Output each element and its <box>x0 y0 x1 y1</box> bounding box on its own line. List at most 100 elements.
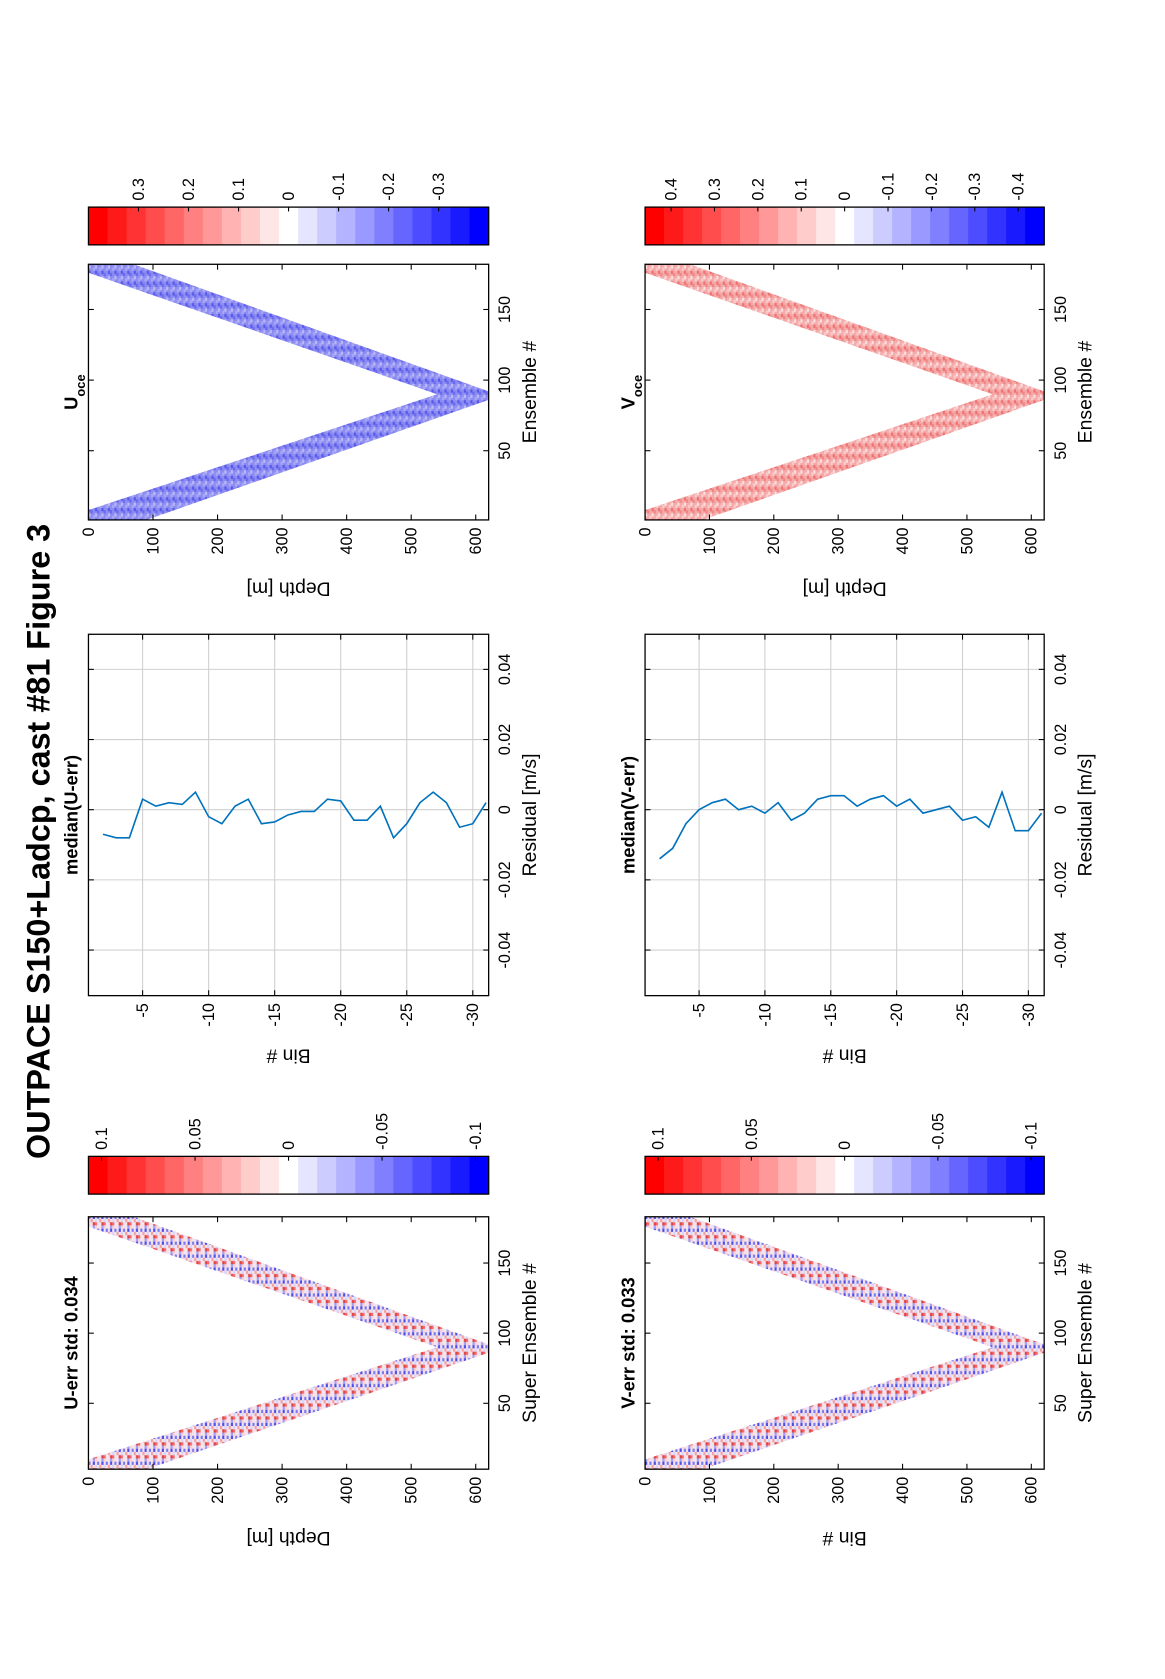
y-tick-label: 600 <box>1023 1477 1041 1504</box>
y-tick-label: 300 <box>830 1477 848 1504</box>
x-tick-label: -0.02 <box>496 861 514 898</box>
y-axis-label: Bin # <box>822 1045 866 1067</box>
velocity-band <box>645 1216 1045 1470</box>
x-tick-label: 0.04 <box>496 654 514 685</box>
colorbar-step <box>317 1156 337 1195</box>
colorbar-tick-label: 0 <box>836 1141 854 1150</box>
colorbar-step <box>683 1156 703 1195</box>
colorbar-step <box>683 207 703 245</box>
y-tick-label: 100 <box>144 1477 162 1504</box>
colorbar-tick-label: -0.1 <box>879 173 897 201</box>
colorbar-tick-label: 0.3 <box>130 178 148 200</box>
y-tick-label: 300 <box>273 1477 291 1504</box>
y-tick-label: 100 <box>701 1477 719 1504</box>
x-tick-label: 150 <box>496 296 514 323</box>
colorbar-step <box>759 1156 779 1195</box>
x-tick-label: 50 <box>1052 442 1070 460</box>
colorbar-tick-label: -0.1 <box>467 1122 485 1150</box>
y-axis-label: Depth [m] <box>803 577 887 599</box>
colorbar-tick-label: 0 <box>280 1141 298 1150</box>
colorbar-tick-label: 0.3 <box>706 178 724 200</box>
colorbar-step <box>202 207 223 245</box>
colorbar-step <box>721 207 741 245</box>
panel: 50 100 150 0 100 200 300 400 500 600 Ensemble # Dep… <box>61 173 541 600</box>
x-axis-label: Residual [m/s] <box>519 753 541 876</box>
colorbar-step <box>107 1156 128 1195</box>
panel: -0.04 -0.02 0 0.02 0.04 -5 -10 -15 -20 -25 -30 Resi… <box>617 633 1097 1067</box>
colorbar-tick-label: 0.1 <box>650 1127 668 1149</box>
colorbar-step <box>164 1156 185 1195</box>
colorbar-step <box>469 1156 490 1195</box>
y-tick-label: 200 <box>209 527 227 554</box>
y-tick-label: -30 <box>464 1003 482 1026</box>
colorbar-tick-label: 0.2 <box>180 178 198 200</box>
colorbar-step <box>835 207 855 245</box>
colorbar-tick-label: 0.1 <box>793 178 811 200</box>
y-tick-label: 0 <box>636 1477 654 1486</box>
y-tick-label: 100 <box>144 527 162 554</box>
y-tick-label: -20 <box>888 1003 906 1026</box>
colorbar-step <box>298 207 318 245</box>
x-tick-label: 0.04 <box>1052 654 1070 685</box>
colorbar-step <box>145 207 166 245</box>
colorbar-step <box>968 207 988 245</box>
panel: 50 100 150 0 100 200 300 400 500 600 Ensemble # Dep… <box>617 173 1096 600</box>
colorbar-step <box>221 207 242 245</box>
colorbar-step <box>183 1156 204 1195</box>
colorbar-tick-label: -0.2 <box>380 173 398 201</box>
y-tick-label: 200 <box>209 1477 227 1504</box>
panel-title: median(U-err) <box>61 755 82 875</box>
colorbar-tick-label: 0.05 <box>743 1118 761 1149</box>
colorbar-step <box>892 1156 912 1195</box>
colorbar-tick-label: 0.1 <box>93 1127 111 1149</box>
colorbar-step <box>240 207 261 245</box>
x-tick-label: 100 <box>496 1320 514 1347</box>
y-tick-label: -30 <box>1020 1003 1038 1026</box>
y-tick-label: 300 <box>830 527 848 554</box>
title-main: V <box>617 396 638 409</box>
colorbar-step <box>240 1156 261 1195</box>
plot-area <box>88 1216 489 1470</box>
colorbar-step <box>279 207 299 245</box>
x-tick-label: 50 <box>496 442 514 460</box>
colorbar-tick-label: -0.05 <box>373 1113 391 1150</box>
colorbar-step <box>702 1156 722 1195</box>
y-tick-label: -15 <box>266 1003 284 1026</box>
plot-area <box>645 634 1045 996</box>
plot-area <box>645 264 1045 520</box>
colorbar-step <box>164 207 185 245</box>
colorbar-step <box>1006 1156 1026 1195</box>
colorbar-step <box>778 207 798 245</box>
y-tick-label: 500 <box>403 1477 421 1504</box>
x-tick-label: 150 <box>1052 1250 1070 1277</box>
x-tick-label: 100 <box>1052 367 1070 394</box>
x-axis-label: Super Ensemble # <box>1075 1263 1097 1423</box>
velocity-band <box>645 264 1045 520</box>
title-main: U-err std: 0.034 <box>61 1275 82 1409</box>
colorbar-step <box>393 207 413 245</box>
figure-title: OUTPACE S150+Ladcp, cast #81 Figure 3 <box>21 524 57 1159</box>
colorbar-step <box>88 207 109 245</box>
y-axis-label: Bin # <box>822 1527 866 1549</box>
colorbar-step <box>317 207 337 245</box>
x-tick-label: 100 <box>496 367 514 394</box>
colorbar-step <box>298 1156 318 1195</box>
colorbar-step <box>1025 1156 1045 1195</box>
velocity-band <box>88 264 489 520</box>
colorbar-step <box>259 207 280 245</box>
x-axis-label: Ensemble # <box>1075 341 1097 444</box>
colorbar-step <box>145 1156 166 1195</box>
colorbar-step <box>949 1156 969 1195</box>
colorbar-step <box>987 207 1007 245</box>
colorbar-step <box>759 207 779 245</box>
y-tick-label: 200 <box>765 1477 783 1504</box>
axes-box <box>87 1216 490 1470</box>
colorbar-step <box>336 1156 356 1195</box>
colorbar-tick-label: -0.1 <box>330 173 348 201</box>
colorbar-step <box>911 207 931 245</box>
y-tick-label: 400 <box>894 527 912 554</box>
colorbar-tick-label: -0.4 <box>1010 173 1028 201</box>
x-tick-label: -0.02 <box>1052 861 1070 898</box>
x-axis-label: Super Ensemble # <box>519 1263 541 1423</box>
y-tick-label: 500 <box>958 527 976 554</box>
